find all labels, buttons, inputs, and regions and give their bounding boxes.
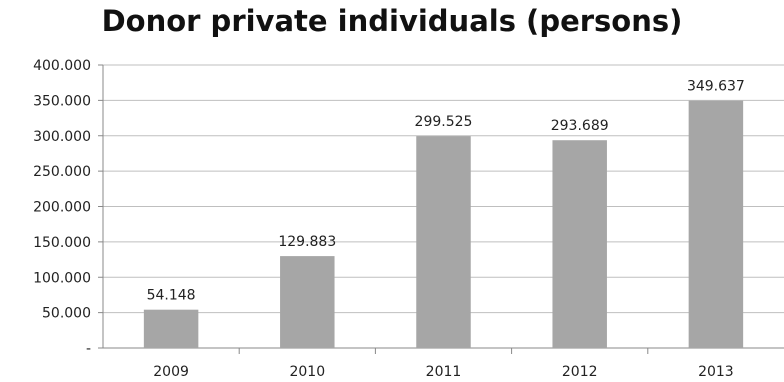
- data-label: 299.525: [415, 114, 473, 130]
- bar: [280, 256, 335, 348]
- x-tick-label: 2009: [153, 364, 189, 380]
- bar: [552, 140, 607, 348]
- data-label: 54.148: [147, 288, 196, 304]
- x-tick-label: 2010: [289, 364, 325, 380]
- bar: [688, 100, 744, 348]
- y-tick-label: 50.000: [42, 306, 91, 322]
- data-label: 293.689: [551, 118, 609, 134]
- y-tick-label: 250.000: [33, 164, 91, 180]
- chart-title: Donor private individuals (persons): [101, 4, 683, 38]
- y-tick-label: 100.000: [33, 270, 91, 286]
- y-tick-label: 150.000: [33, 235, 91, 251]
- y-tick-label: 300.000: [33, 129, 91, 145]
- bar: [416, 136, 471, 348]
- data-label: 349.637: [687, 79, 745, 95]
- y-tick-label: 200.000: [33, 200, 91, 216]
- x-tick-label: 2012: [562, 364, 598, 380]
- data-label: 129.883: [278, 234, 336, 250]
- x-tick-label: 2011: [426, 364, 462, 380]
- bar: [143, 309, 199, 348]
- y-tick-label: -: [86, 341, 91, 357]
- y-tick-label: 350.000: [33, 93, 91, 109]
- y-tick-label: 400.000: [33, 58, 91, 74]
- x-tick-label: 2013: [698, 364, 734, 380]
